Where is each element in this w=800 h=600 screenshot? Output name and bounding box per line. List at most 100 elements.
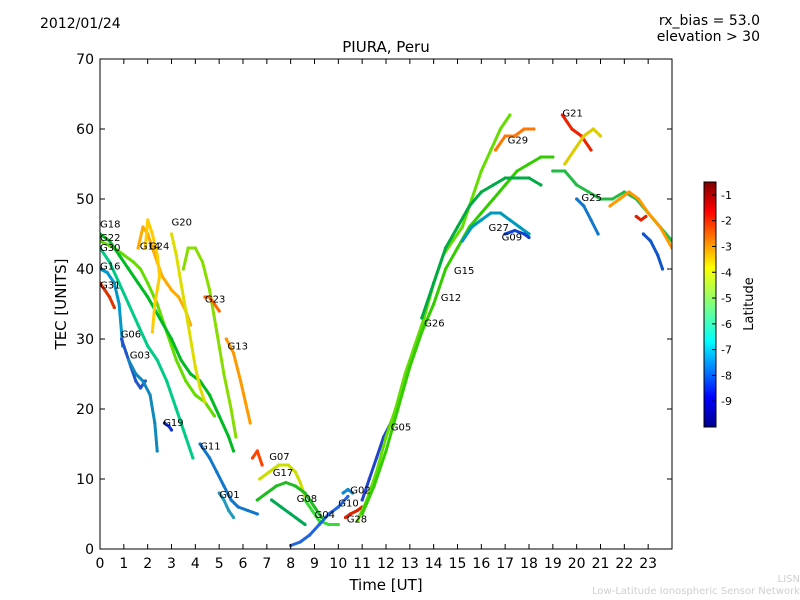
satellite-label: G06	[121, 330, 141, 341]
x-tick-label: 17	[496, 556, 514, 572]
x-tick-label: 5	[215, 556, 224, 572]
data-point	[150, 246, 154, 250]
x-tick-label: 12	[377, 556, 395, 572]
data-point	[153, 302, 157, 306]
data-point	[174, 358, 178, 362]
satellite-label: G16	[100, 262, 120, 273]
data-point	[432, 281, 436, 285]
data-point	[169, 288, 174, 292]
data-point	[158, 274, 162, 278]
data-point	[479, 169, 483, 173]
satellite-label: G31	[100, 281, 120, 292]
data-point	[572, 148, 576, 152]
data-point	[298, 480, 302, 485]
data-point	[517, 225, 522, 229]
series-trace	[575, 197, 600, 236]
data-point	[208, 295, 212, 299]
data-point	[236, 505, 240, 509]
y-tick-label: 30	[76, 332, 94, 348]
data-point	[231, 449, 236, 453]
elevation-label: elevation > 30	[656, 29, 760, 45]
data-point	[112, 305, 116, 310]
data-point	[138, 386, 143, 390]
data-point	[343, 515, 348, 520]
data-point	[582, 204, 586, 208]
data-point	[479, 190, 483, 194]
data-point	[265, 491, 269, 495]
data-point	[589, 148, 593, 152]
series-trace	[127, 358, 159, 453]
data-point	[336, 505, 340, 509]
data-point	[522, 127, 526, 131]
series-G25	[575, 197, 600, 236]
data-point	[138, 267, 143, 271]
y-tick-label: 50	[76, 192, 94, 208]
data-point	[117, 302, 121, 306]
data-point	[360, 498, 364, 502]
series-G24	[143, 218, 162, 334]
data-point	[289, 512, 293, 516]
satellite-label: G08	[297, 494, 317, 505]
data-point	[277, 463, 281, 467]
series-G09	[503, 228, 531, 240]
x-tick-label: 7	[262, 556, 271, 572]
data-point	[460, 225, 464, 229]
data-point	[248, 421, 252, 425]
series-G20	[169, 232, 207, 404]
data-point	[174, 253, 178, 257]
data-point	[122, 253, 126, 257]
data-point	[203, 400, 207, 404]
satellite-label: G04	[315, 510, 335, 521]
series-G25d	[641, 232, 665, 271]
series-trace	[641, 232, 664, 271]
series-G12	[360, 155, 555, 516]
series-G25e	[634, 214, 648, 222]
series-G22	[100, 232, 236, 453]
data-point	[134, 379, 138, 383]
data-point	[198, 386, 202, 390]
data-point	[141, 225, 145, 229]
data-point	[649, 239, 653, 243]
data-point	[293, 470, 297, 474]
data-point	[460, 239, 464, 243]
x-tick-label: 22	[615, 556, 633, 572]
data-point	[303, 498, 307, 502]
data-point	[317, 522, 321, 527]
satellite-label: G27	[489, 223, 509, 234]
data-point	[508, 113, 512, 117]
series-G15	[420, 176, 543, 320]
satellite-label: G02	[350, 486, 370, 497]
data-point	[610, 197, 615, 201]
data-point	[112, 281, 116, 285]
satellite-label: G03	[130, 351, 150, 362]
x-tick-label: 23	[639, 556, 657, 572]
data-point	[212, 302, 216, 306]
data-point	[336, 522, 340, 527]
data-point	[284, 480, 288, 485]
series-trace	[360, 155, 555, 516]
satellite-label: G18	[100, 220, 120, 231]
data-point	[656, 253, 660, 257]
series-G23	[203, 295, 221, 313]
credit-short: LISN	[777, 574, 800, 585]
data-point	[158, 316, 162, 320]
data-point	[660, 267, 665, 271]
data-point	[444, 246, 448, 250]
data-point	[372, 484, 376, 488]
data-point	[134, 372, 138, 376]
colorbar-ticks: -1 -2 -3 -4 -5 -6 -7 -8 -9	[712, 189, 732, 408]
satellite-label: G29	[508, 136, 528, 147]
data-point	[217, 309, 221, 313]
data-point	[117, 253, 121, 257]
series-trace	[503, 229, 531, 239]
data-point	[127, 302, 131, 306]
data-point	[255, 498, 259, 502]
data-point	[503, 134, 507, 138]
data-point	[193, 365, 197, 369]
data-point	[608, 204, 612, 208]
data-point	[131, 260, 135, 264]
series-trace	[203, 295, 221, 313]
data-point	[565, 120, 569, 124]
data-point	[169, 428, 174, 432]
